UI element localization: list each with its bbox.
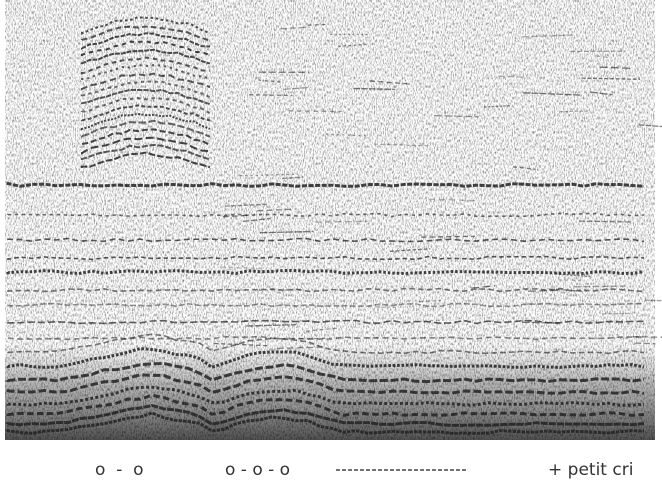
noise-stroke	[602, 313, 632, 314]
annotation: o - o	[95, 460, 144, 480]
noise-texture	[5, 0, 655, 440]
noise-stroke	[308, 25, 326, 26]
spectrogram	[5, 0, 662, 440]
annotation: + petit cri	[548, 460, 633, 480]
spectrogram-figure: o - o o - o - o + petit cri	[0, 0, 662, 490]
annotation: o - o - o	[225, 460, 290, 480]
noise-stroke	[645, 300, 662, 301]
